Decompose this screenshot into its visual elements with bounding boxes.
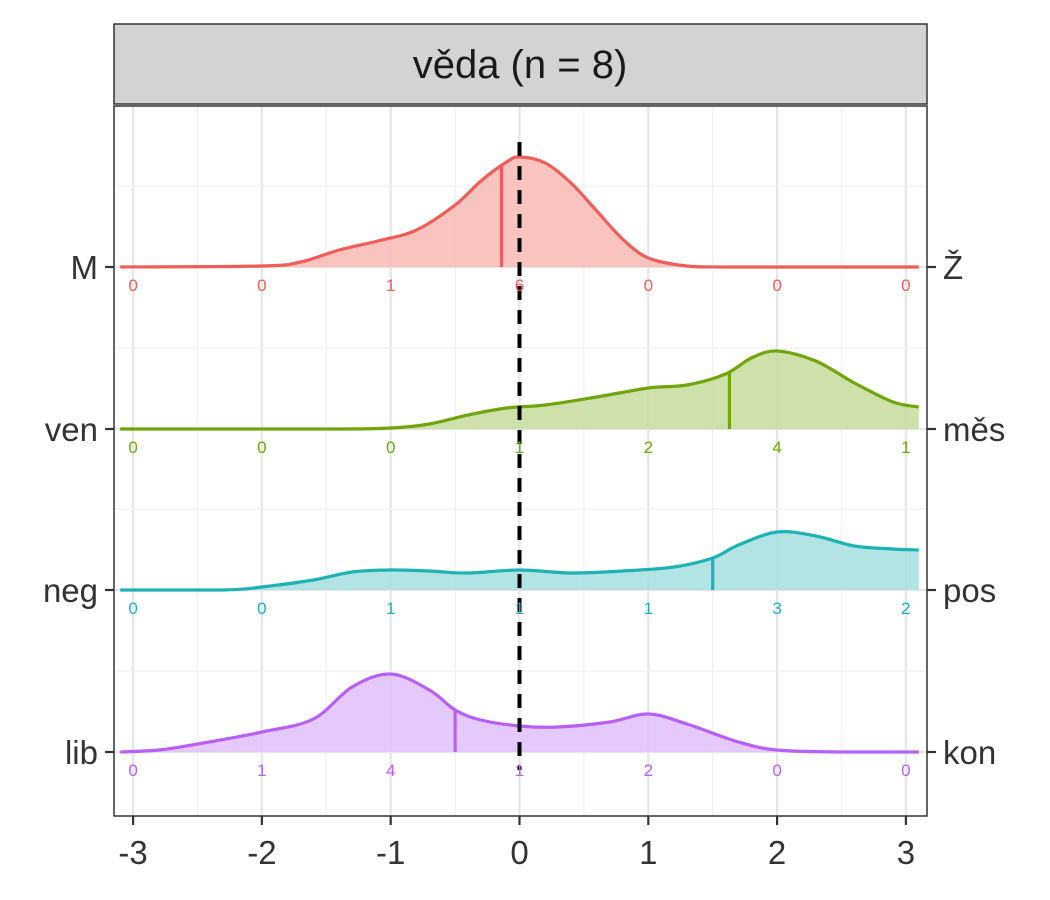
density-ridges [120,155,920,754]
facet-title: věda (n = 8) [413,43,628,87]
density-line [120,155,919,269]
count-label: 1 [386,599,395,618]
count-label: 1 [515,761,524,780]
density-line [120,672,919,754]
y-label-right: kon [943,734,996,771]
count-label: 0 [128,761,137,780]
density-area [120,673,919,752]
x-tick-label: 3 [897,834,915,871]
count-label: 2 [644,438,653,457]
count-label: 1 [901,438,910,457]
y-label-right: pos [943,572,996,609]
ridge-neg [120,530,919,592]
y-label-left: M [71,249,99,286]
x-tick-label: 2 [768,834,786,871]
y-label-right: měs [943,411,1005,448]
count-label: 0 [772,761,781,780]
count-label: 0 [257,438,266,457]
y-label-right: Ž [943,249,963,286]
count-label: 6 [515,276,524,295]
count-labels: 0 1 4 1 2 0 0 0 0 1 1 1 3 2 0 0 0 1 2 4 1 0 0 1 6 0 0 0 [128,276,910,780]
count-label: 0 [257,599,266,618]
count-label: 0 [128,276,137,295]
ridge-lib [120,672,919,754]
count-label: 2 [901,599,910,618]
x-tick-label: 1 [639,834,657,871]
density-area [120,156,919,267]
count-label: 0 [128,599,137,618]
y-label-left: ven [45,411,98,448]
x-tick-label: -1 [376,834,405,871]
ridge-M [120,155,919,269]
count-label: 1 [257,761,266,780]
count-label: 1 [644,599,653,618]
count-label: 1 [515,599,524,618]
count-label: 2 [644,761,653,780]
count-label: 0 [257,276,266,295]
count-label: 0 [386,438,395,457]
axes: lib kon neg pos ven měs M Ž -3 -2 -1 0 1 2 3 [43,249,1005,871]
density-line [120,530,919,592]
x-tick-label: -3 [118,834,147,871]
count-label: 0 [644,276,653,295]
count-label: 1 [515,438,524,457]
count-label: 3 [772,599,781,618]
x-tick-label: -2 [247,834,276,871]
density-line [120,349,920,431]
count-label: 0 [901,761,910,780]
count-label: 0 [772,276,781,295]
density-area [120,531,919,590]
count-label: 0 [901,276,910,295]
y-label-left: lib [65,734,98,771]
x-tick-label: 0 [510,834,528,871]
y-label-left: neg [43,572,98,609]
count-label: 1 [386,276,395,295]
density-area [120,350,919,429]
strip-background [113,23,928,105]
count-label: 4 [386,761,395,780]
ridge-ven [120,349,920,431]
count-label: 4 [772,438,781,457]
count-label: 0 [128,438,137,457]
